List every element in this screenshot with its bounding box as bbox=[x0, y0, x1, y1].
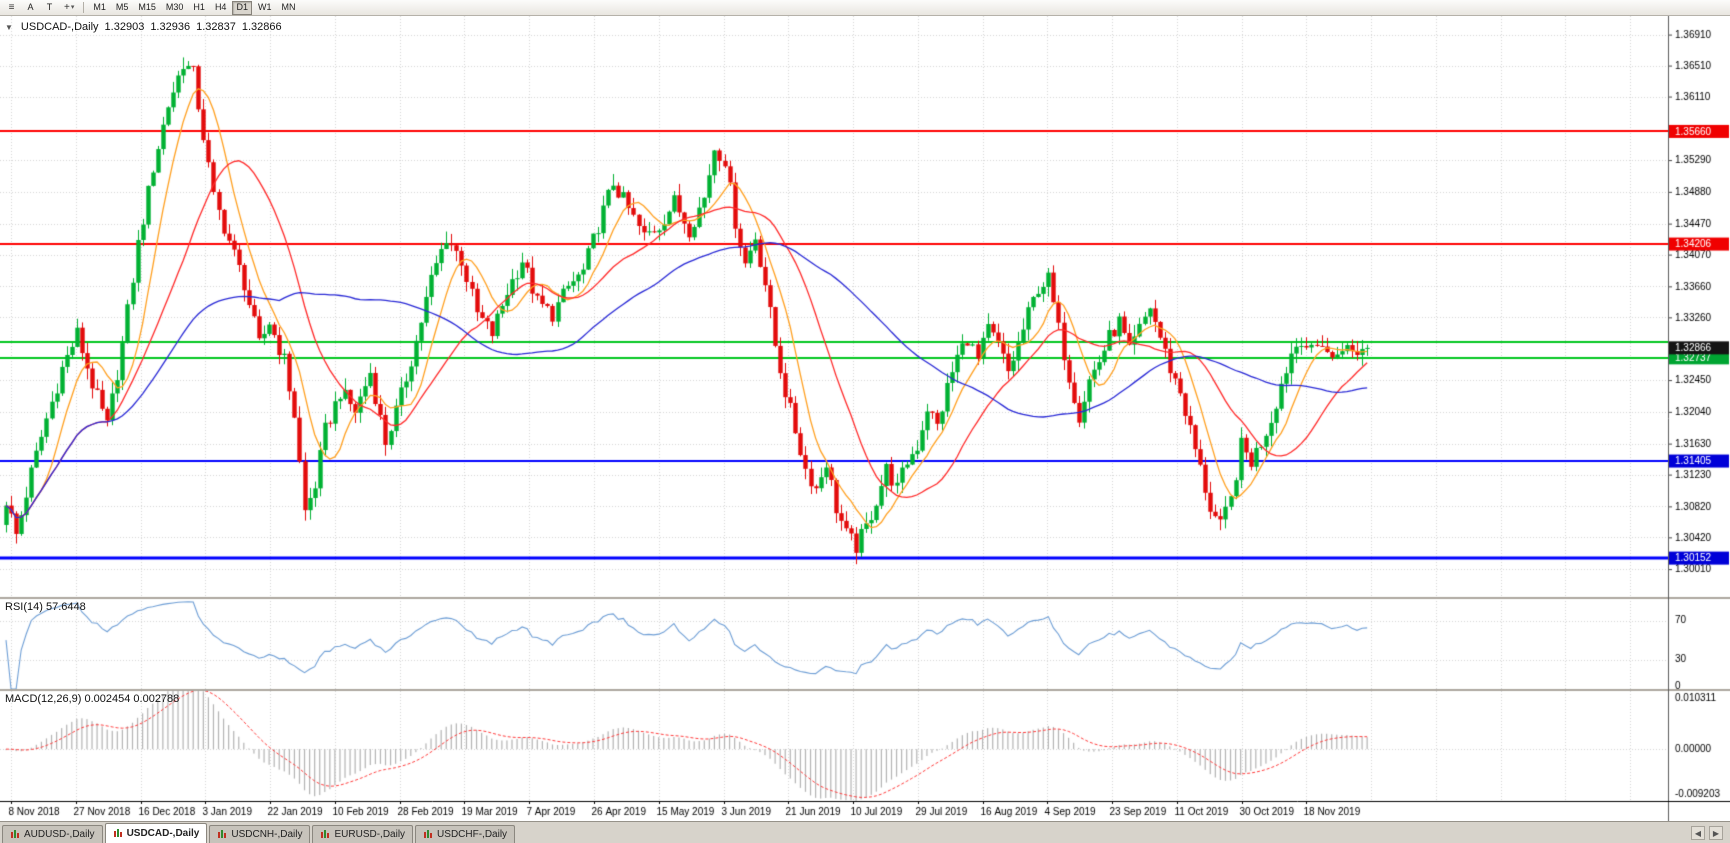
text-tool-label: T bbox=[46, 2, 53, 12]
timeframe-m1-button[interactable]: M1 bbox=[93, 2, 106, 12]
chart-icon bbox=[321, 830, 330, 838]
cursor-tool-icon: + bbox=[64, 1, 70, 13]
chart-tab-usdchf[interactable]: USDCHF-,Daily bbox=[415, 825, 516, 843]
tab-scroll-right-button[interactable]: ▶ bbox=[1709, 826, 1723, 840]
chart-window: ▼ USDCAD-,Daily 1.32903 1.32936 1.32837 … bbox=[0, 16, 1730, 821]
chart-tab-usdcad[interactable]: USDCAD-,Daily bbox=[104, 823, 208, 843]
quotes-menu-button[interactable]: ≡ bbox=[3, 1, 20, 15]
chart-tab-label: AUDUSD-,Daily bbox=[24, 829, 95, 840]
text-tool-button[interactable]: T bbox=[41, 1, 58, 15]
chart-tab-audusd[interactable]: AUDUSD-,Daily bbox=[2, 825, 103, 843]
chart-icon bbox=[424, 830, 433, 838]
timeframe-h4-button[interactable]: H4 bbox=[214, 2, 227, 12]
tab-scroll-left-button[interactable]: ◀ bbox=[1691, 826, 1705, 840]
chart-tab-usdcnh[interactable]: USDCNH-,Daily bbox=[209, 825, 311, 843]
text-annotation-label: A bbox=[27, 2, 34, 12]
price-chart-canvas[interactable] bbox=[0, 16, 1730, 821]
chart-tab-label: USDCHF-,Daily bbox=[437, 829, 508, 840]
chart-tab-label: USDCAD-,Daily bbox=[126, 828, 200, 839]
chart-tab-bar: AUDUSD-,Daily USDCAD-,Daily USDCNH-,Dail… bbox=[0, 821, 1730, 843]
chevron-down-icon: ▾ bbox=[70, 4, 75, 11]
chart-tab-label: USDCNH-,Daily bbox=[231, 829, 303, 840]
chart-icon bbox=[11, 830, 19, 838]
chart-icon bbox=[218, 830, 227, 838]
quotes-menu-icon: ≡ bbox=[8, 1, 15, 13]
tab-scroll-controls: ◀ ▶ bbox=[1691, 826, 1727, 843]
timeframe-m5-button[interactable]: M5 bbox=[115, 2, 129, 12]
text-annotation-button[interactable]: A bbox=[22, 1, 39, 15]
top-toolbar: ≡ A T + ▾ M1 M5 M15 M30 H1 H4 D1 W1 MN bbox=[0, 0, 1730, 16]
chart-icon bbox=[113, 829, 122, 837]
timeframe-m15-button[interactable]: M15 bbox=[138, 2, 156, 12]
timeframe-mn-button[interactable]: MN bbox=[281, 2, 296, 12]
timeframe-m30-button[interactable]: M30 bbox=[165, 2, 184, 12]
timeframe-w1-button[interactable]: W1 bbox=[257, 2, 272, 12]
chart-tab-eurusd[interactable]: EURUSD-,Daily bbox=[312, 825, 414, 843]
timeframe-h1-button[interactable]: H1 bbox=[193, 2, 205, 12]
chart-tab-label: EURUSD-,Daily bbox=[334, 829, 406, 840]
timeframe-d1-button[interactable]: D1 bbox=[232, 0, 252, 15]
toolbar-separator bbox=[83, 2, 85, 13]
cursor-tool-button[interactable]: + ▾ bbox=[60, 1, 78, 15]
